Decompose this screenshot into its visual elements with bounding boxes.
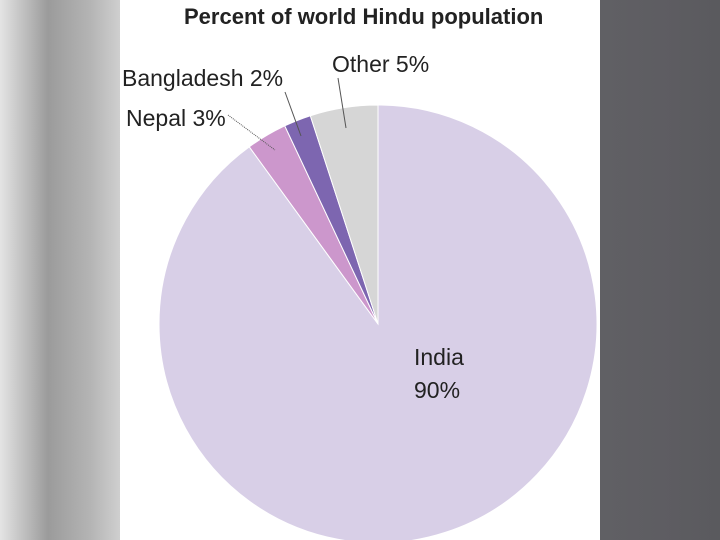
leader-line-nepal <box>227 114 276 151</box>
background-left <box>0 0 120 540</box>
label-other: Other 5% <box>332 51 429 77</box>
label-india-value: 90% <box>414 377 460 403</box>
label-india-name: India <box>414 344 464 370</box>
background-right <box>600 0 720 540</box>
pie-chart: Percent of world Hindu population Other … <box>122 4 598 540</box>
pie-slice-other <box>309 104 379 325</box>
leader-line-bangladesh <box>284 91 302 137</box>
pie-slices <box>158 104 598 540</box>
leader-line-other <box>337 77 347 129</box>
chart-title: Percent of world Hindu population <box>184 4 543 29</box>
chart-panel: Percent of world Hindu population Other … <box>120 0 600 540</box>
label-bangladesh: Bangladesh 2% <box>122 65 283 91</box>
label-nepal: Nepal 3% <box>126 105 226 131</box>
